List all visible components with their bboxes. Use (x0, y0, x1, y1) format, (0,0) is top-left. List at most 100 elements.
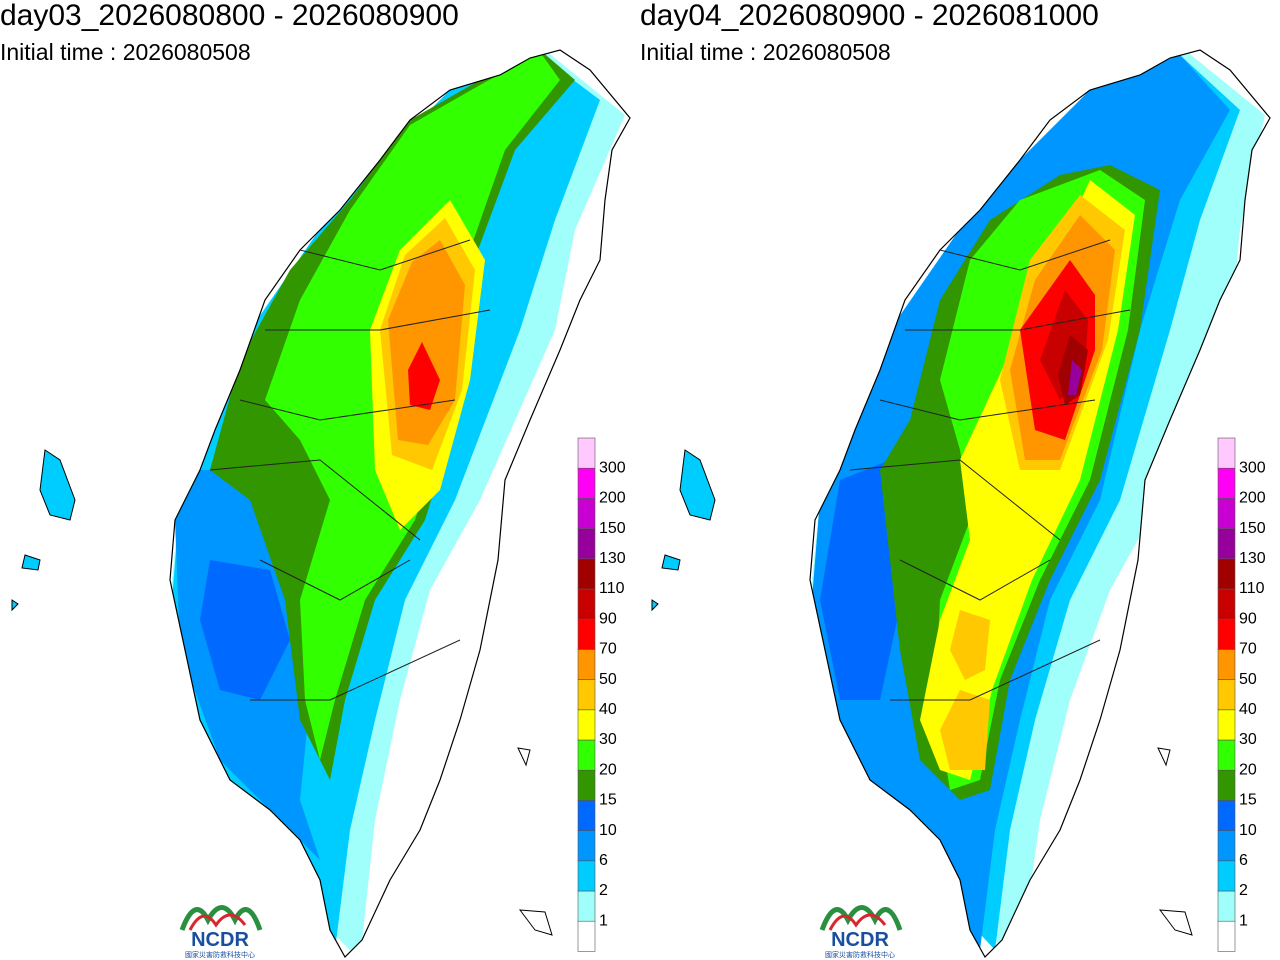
legend-label: 90 (599, 610, 617, 627)
logo-mark (819, 905, 903, 931)
county-border (899, 559, 1051, 601)
coastline (809, 49, 1271, 958)
legend-label: 20 (1239, 761, 1257, 778)
rain-contour (950, 610, 990, 680)
island (517, 747, 531, 767)
legend-swatch (1217, 769, 1236, 801)
island (651, 599, 659, 612)
legend-swatch (1217, 709, 1236, 741)
legend-label: 130 (1239, 550, 1266, 567)
legend-label: 110 (599, 580, 625, 597)
logo-subtitle: 國家災害防救科技中心 (825, 950, 895, 959)
legend-label: 10 (599, 822, 617, 839)
coastline (169, 49, 631, 958)
legend-label: 70 (599, 641, 617, 658)
legend-swatch (1217, 437, 1236, 469)
county-border (250, 639, 461, 701)
legend-label: 150 (1239, 520, 1266, 537)
logo-mark (188, 913, 247, 931)
legend-label: 1 (599, 912, 608, 929)
legend-label: 110 (1239, 580, 1265, 597)
legend-swatch (1217, 618, 1236, 650)
legend-label: 30 (1239, 731, 1257, 748)
logo-name: NCDR (831, 929, 889, 951)
logo-subtitle: 國家災害防救科技中心 (185, 950, 255, 959)
island (518, 909, 553, 936)
legend-label: 2 (599, 882, 608, 899)
island (21, 554, 41, 571)
island (1157, 747, 1171, 767)
legend-swatch (1217, 528, 1236, 560)
legend-label: 6 (1239, 852, 1248, 869)
legend-label: 90 (1239, 610, 1257, 627)
legend-swatch (1217, 558, 1236, 590)
legend-swatch (577, 890, 596, 922)
legend-swatch (577, 588, 596, 620)
legend-label: 300 (599, 459, 626, 476)
legend-swatch (577, 739, 596, 771)
legend-label: 6 (599, 852, 608, 869)
legend-label: 15 (1239, 792, 1257, 809)
legend-swatch (1217, 739, 1236, 771)
rain-contour (388, 240, 465, 445)
legend-label: 40 (1239, 701, 1257, 718)
legend-swatch (1217, 830, 1236, 862)
legend-swatch (577, 558, 596, 590)
rain-contour (408, 342, 440, 410)
legend-label: 1 (1239, 912, 1248, 929)
county-border (239, 399, 456, 421)
island (679, 449, 716, 521)
legend-swatch (1217, 920, 1236, 952)
legend-label: 15 (599, 792, 617, 809)
legend-label: 50 (1239, 671, 1257, 688)
legend-swatch (1217, 649, 1236, 680)
rain-field (810, 50, 1265, 957)
legend-label: 10 (1239, 822, 1257, 839)
rain-field (170, 50, 625, 957)
legend-swatch (577, 649, 596, 680)
legend-label: 50 (599, 671, 617, 688)
legend-swatch (577, 437, 596, 469)
legend-label: 200 (1239, 490, 1266, 507)
rain-contour (1068, 360, 1082, 395)
county-border (259, 559, 411, 601)
initial-time: Initial time : 2026080508 (640, 39, 891, 65)
rain-contour (940, 690, 990, 770)
island (11, 599, 19, 612)
logo-name: NCDR (191, 929, 249, 951)
rain-contour (200, 560, 290, 700)
legend-label: 130 (599, 550, 626, 567)
legend-swatch (577, 679, 596, 711)
legend-swatch (577, 920, 596, 952)
legend-swatch (577, 800, 596, 831)
panel-title: day03_2026080800 - 2026080900 (0, 0, 459, 32)
legend-swatch (577, 769, 596, 801)
legend-swatch (577, 498, 596, 529)
island (39, 449, 76, 521)
legend-label: 150 (599, 520, 626, 537)
legend-swatch (1217, 498, 1236, 529)
legend-swatch (577, 528, 596, 560)
legend-label: 40 (599, 701, 617, 718)
map-panel: day04_2026080900 - 2026081000 Initial tim… (640, 0, 1271, 959)
initial-time: Initial time : 2026080508 (0, 39, 251, 65)
legend-label: 30 (599, 731, 617, 748)
legend-label: 70 (1239, 641, 1257, 658)
legend-swatch (577, 830, 596, 862)
county-border (299, 239, 471, 271)
legend-swatch (577, 467, 596, 499)
county-border (939, 239, 1111, 271)
legend-label: 20 (599, 761, 617, 778)
legend-swatch (577, 709, 596, 741)
legend-label: 200 (599, 490, 626, 507)
legend-swatch (1217, 588, 1236, 620)
legend-label: 2 (1239, 882, 1248, 899)
logo-mark (828, 913, 887, 931)
panel-title: day04_2026080900 - 2026081000 (640, 0, 1099, 32)
island (1158, 909, 1193, 936)
legend-label: 300 (1239, 459, 1266, 476)
legend-swatch (1217, 467, 1236, 499)
island (661, 554, 681, 571)
